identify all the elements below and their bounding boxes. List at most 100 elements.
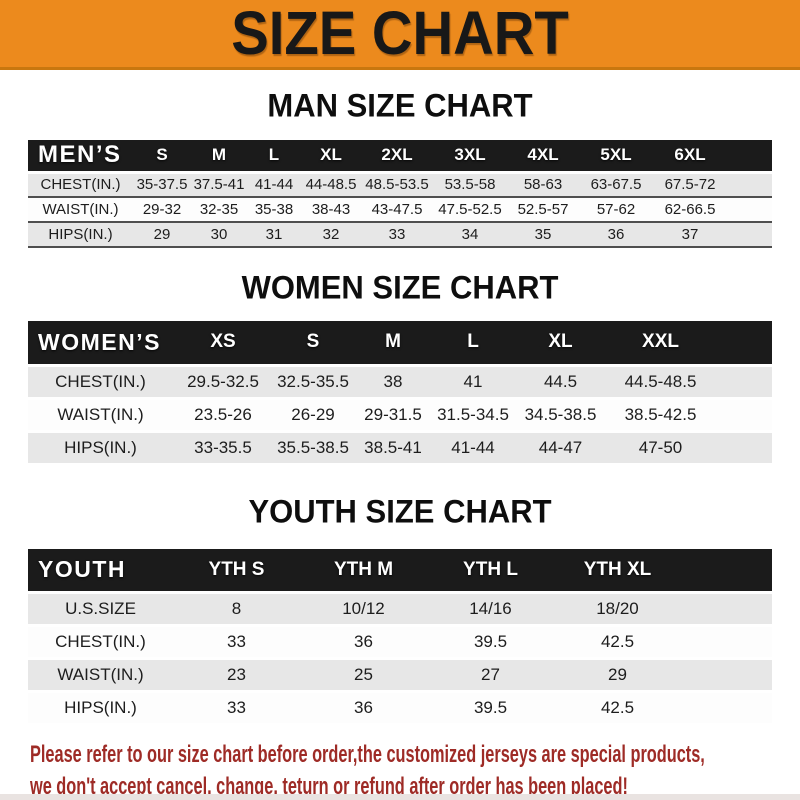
size-value: 35-38 [247, 197, 301, 223]
men-size-column-header: 3XL [433, 140, 507, 174]
size-value: 32-35 [191, 197, 247, 223]
youth-size-column-header: YTH S [173, 548, 300, 594]
men-measure-row: CHEST(IN.) 35-37.5 37.5-41 41-44 44-48.5 48.5… [28, 172, 772, 198]
men-size-column-header: 2XL [361, 140, 433, 174]
women-measure-row: WAIST(IN.) 23.5-26 26-29 29-31.5 31.5-34.5 34… [28, 398, 772, 433]
size-value: 33 [361, 222, 433, 248]
measure-label: WAIST(IN.) [28, 658, 173, 693]
size-value: 47.5-52.5 [433, 197, 507, 223]
youth-size-table: YOUTH YTH S YTH M YTH L YTH XL U.S.SIZE 8 10/12… [28, 548, 772, 726]
women-measure-row: CHEST(IN.) 29.5-32.5 32.5-35.5 38 41 44.5 44.5… [28, 365, 772, 400]
size-value: 30 [191, 222, 247, 248]
row-filler-cell [713, 398, 772, 433]
size-value: 38-43 [301, 197, 361, 223]
header-filler-cell [727, 140, 772, 174]
men-header-row: MEN’S S M L XL 2XL 3XL 4XL 5XL 6XL [28, 140, 772, 174]
size-value: 44-47 [513, 431, 608, 466]
size-value: 41-44 [247, 172, 301, 198]
size-value: 39.5 [427, 625, 554, 660]
youth-size-column-header: YTH L [427, 548, 554, 594]
size-value: 23 [173, 658, 300, 693]
women-size-column-header: XXL [608, 321, 713, 367]
size-value: 35.5-38.5 [273, 431, 353, 466]
size-value: 35-37.5 [133, 172, 191, 198]
measure-label: CHEST(IN.) [28, 625, 173, 660]
size-value: 37 [653, 222, 727, 248]
footer-line-1: Please refer to our size chart before or… [30, 741, 705, 768]
size-value: 29 [554, 658, 681, 693]
size-value: 38.5-42.5 [608, 398, 713, 433]
size-value: 41-44 [433, 431, 513, 466]
men-size-column-header: XL [301, 140, 361, 174]
measure-label: HIPS(IN.) [28, 691, 173, 726]
row-filler-cell [713, 365, 772, 400]
size-value: 42.5 [554, 625, 681, 660]
youth-measure-row: WAIST(IN.) 23 25 27 29 [28, 658, 772, 693]
measure-label: HIPS(IN.) [28, 431, 173, 466]
size-value: 34 [433, 222, 507, 248]
youth-size-column-header: YTH M [300, 548, 427, 594]
row-filler-cell [727, 197, 772, 223]
size-value: 34.5-38.5 [513, 398, 608, 433]
size-value: 29 [133, 222, 191, 248]
size-value: 67.5-72 [653, 172, 727, 198]
youth-header-row: YOUTH YTH S YTH M YTH L YTH XL [28, 548, 772, 594]
women-size-column-header: S [273, 321, 353, 367]
size-value: 10/12 [300, 592, 427, 627]
size-value: 14/16 [427, 592, 554, 627]
size-chart-banner: SIZE CHART [0, 0, 800, 70]
size-value: 36 [579, 222, 653, 248]
size-value: 48.5-53.5 [361, 172, 433, 198]
men-header-label: MEN’S [28, 140, 133, 174]
row-filler-cell [727, 172, 772, 198]
men-size-column-header: 6XL [653, 140, 727, 174]
size-value: 62-66.5 [653, 197, 727, 223]
size-value: 52.5-57 [507, 197, 579, 223]
banner-title: SIZE CHART [231, 0, 569, 68]
size-value: 37.5-41 [191, 172, 247, 198]
men-size-column-header: 4XL [507, 140, 579, 174]
measure-label: CHEST(IN.) [28, 365, 173, 400]
row-filler-cell [681, 592, 772, 627]
men-size-section: MAN SIZE CHART MEN’S S M L XL 2XL 3XL 4XL 5XL 6XL… [0, 86, 800, 248]
men-measure-row: HIPS(IN.) 29 30 31 32 33 34 35 36 37 [28, 222, 772, 248]
size-value: 42.5 [554, 691, 681, 726]
youth-measure-row: HIPS(IN.) 33 36 39.5 42.5 [28, 691, 772, 726]
row-filler-cell [681, 658, 772, 693]
size-value: 43-47.5 [361, 197, 433, 223]
women-section-title: WOMEN SIZE CHART [241, 269, 559, 306]
size-value: 32 [301, 222, 361, 248]
row-filler-cell [727, 222, 772, 248]
men-size-column-header: M [191, 140, 247, 174]
size-value: 53.5-58 [433, 172, 507, 198]
size-value: 41 [433, 365, 513, 400]
size-value: 47-50 [608, 431, 713, 466]
women-header-label: WOMEN’S [28, 321, 173, 367]
size-value: 35 [507, 222, 579, 248]
men-size-column-header: S [133, 140, 191, 174]
youth-header-label: YOUTH [28, 548, 173, 594]
measure-label: WAIST(IN.) [28, 197, 133, 223]
size-value: 38.5-41 [353, 431, 433, 466]
size-value: 44.5-48.5 [608, 365, 713, 400]
men-measure-row: WAIST(IN.) 29-32 32-35 35-38 38-43 43-47.5 47.… [28, 197, 772, 223]
measure-label: HIPS(IN.) [28, 222, 133, 248]
youth-size-column-header: YTH XL [554, 548, 681, 594]
men-section-title: MAN SIZE CHART [267, 87, 533, 124]
size-value: 32.5-35.5 [273, 365, 353, 400]
women-size-column-header: XS [173, 321, 273, 367]
women-size-table: WOMEN’S XS S M L XL XXL CHEST(IN.) 29.5-32.5 32.5… [28, 321, 772, 466]
women-measure-row: HIPS(IN.) 33-35.5 35.5-38.5 38.5-41 41-44 44-… [28, 431, 772, 466]
size-value: 23.5-26 [173, 398, 273, 433]
youth-section-title: YOUTH SIZE CHART [248, 492, 552, 530]
row-filler-cell [681, 691, 772, 726]
size-value: 33-35.5 [173, 431, 273, 466]
row-filler-cell [681, 625, 772, 660]
size-value: 8 [173, 592, 300, 627]
size-value: 39.5 [427, 691, 554, 726]
size-value: 26-29 [273, 398, 353, 433]
size-value: 58-63 [507, 172, 579, 198]
size-value: 36 [300, 691, 427, 726]
size-value: 29-32 [133, 197, 191, 223]
women-size-column-header: M [353, 321, 433, 367]
